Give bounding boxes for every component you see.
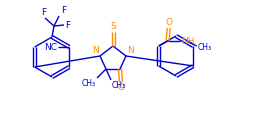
Text: N: N bbox=[92, 46, 99, 55]
Text: O: O bbox=[118, 83, 124, 92]
Text: F: F bbox=[65, 20, 70, 30]
Text: CH₃: CH₃ bbox=[198, 42, 212, 52]
Text: N: N bbox=[127, 46, 134, 55]
Text: CH₃: CH₃ bbox=[82, 79, 96, 88]
Text: O: O bbox=[165, 18, 172, 27]
Text: S: S bbox=[110, 22, 116, 31]
Text: CH₃: CH₃ bbox=[112, 81, 126, 90]
Text: NH: NH bbox=[181, 37, 194, 45]
Text: NC: NC bbox=[44, 42, 57, 52]
Text: F: F bbox=[41, 8, 47, 17]
Text: F: F bbox=[61, 6, 66, 15]
